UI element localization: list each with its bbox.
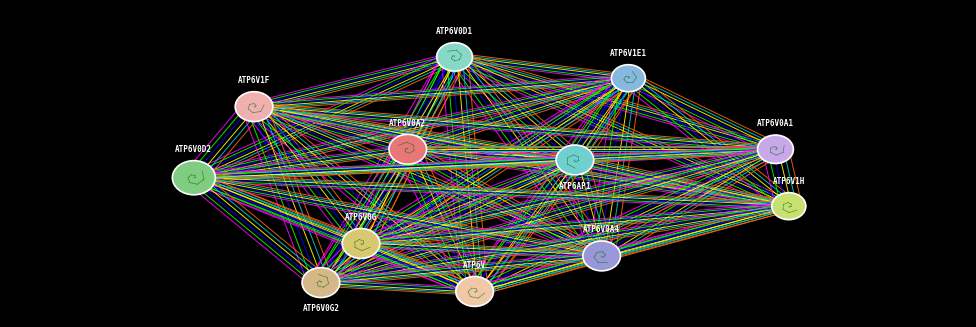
- Ellipse shape: [173, 161, 216, 195]
- Ellipse shape: [583, 241, 621, 271]
- Ellipse shape: [343, 229, 380, 258]
- Ellipse shape: [302, 267, 340, 298]
- Text: ATP6AP1: ATP6AP1: [558, 182, 591, 191]
- Text: ATP6V1H: ATP6V1H: [773, 177, 805, 186]
- Text: ATP6V0D1: ATP6V0D1: [436, 27, 473, 36]
- Text: ATP6V1E1: ATP6V1E1: [610, 49, 647, 58]
- Ellipse shape: [456, 277, 494, 306]
- Text: ATP6V0A2: ATP6V0A2: [389, 118, 427, 128]
- Ellipse shape: [611, 65, 645, 92]
- Text: ATP6V0G2: ATP6V0G2: [303, 304, 340, 313]
- Text: ATP6V0A4: ATP6V0A4: [583, 225, 620, 234]
- Text: ATP6V0D2: ATP6V0D2: [176, 145, 213, 154]
- Text: ATP6V1F: ATP6V1F: [238, 76, 270, 85]
- Ellipse shape: [556, 145, 593, 175]
- Ellipse shape: [235, 92, 273, 122]
- Ellipse shape: [436, 43, 472, 71]
- Text: ATP6V0G: ATP6V0G: [345, 213, 377, 222]
- Text: ATP6V0A1: ATP6V0A1: [757, 119, 793, 128]
- Ellipse shape: [757, 135, 793, 164]
- Ellipse shape: [389, 134, 427, 164]
- Text: ATP6V: ATP6V: [463, 261, 486, 270]
- Ellipse shape: [772, 193, 806, 220]
